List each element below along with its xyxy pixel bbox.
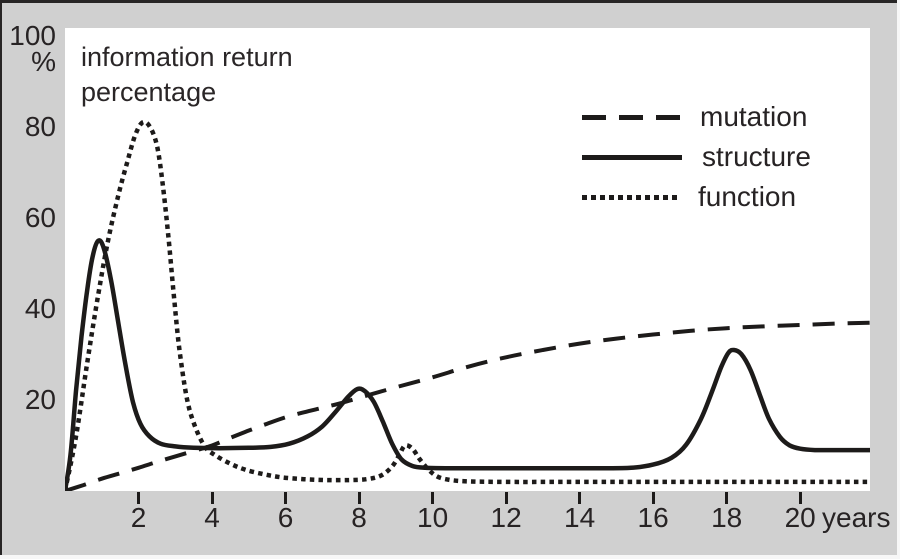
function-line bbox=[65, 119, 870, 491]
legend-label: mutation bbox=[700, 101, 808, 132]
y-tick-label: 20 bbox=[24, 384, 56, 416]
legend-label: function bbox=[698, 181, 797, 212]
y-tick-label: 80 bbox=[24, 111, 56, 143]
x-tick bbox=[651, 492, 655, 504]
frame-edge-bottom bbox=[0, 555, 900, 559]
x-tick-label: 4 bbox=[204, 502, 220, 533]
x-tick bbox=[357, 492, 361, 504]
x-tick-label: 18 bbox=[711, 502, 743, 533]
x-tick bbox=[210, 492, 214, 504]
x-tick-label: 16 bbox=[637, 502, 669, 533]
frame-edge-right bbox=[897, 0, 900, 559]
legend-item-function: function bbox=[582, 177, 811, 217]
chart-title-line1: information return bbox=[81, 42, 293, 72]
legend-label: structure bbox=[702, 141, 811, 172]
plot-area: information return percentage mutation s… bbox=[65, 28, 870, 491]
legend-item-structure: structure bbox=[582, 137, 811, 177]
legend-item-mutation: mutation bbox=[582, 97, 811, 137]
x-tick-label: 10 bbox=[417, 502, 449, 533]
x-tick-label: 2 bbox=[130, 502, 147, 533]
x-tick-label: 20 bbox=[784, 502, 816, 533]
legend: mutation structure function bbox=[582, 97, 811, 217]
x-tick-label: 12 bbox=[490, 502, 522, 533]
x-tick bbox=[725, 492, 729, 504]
frame-edge-top bbox=[0, 0, 900, 3]
y-tick-label: 60 bbox=[24, 202, 56, 234]
y-tick-label: 40 bbox=[24, 293, 56, 325]
chart-title-line2: percentage bbox=[81, 77, 217, 107]
y-tick-label: 100 bbox=[9, 20, 56, 52]
dashed-line-icon bbox=[582, 114, 680, 120]
line-chart bbox=[65, 119, 870, 491]
x-tick-label: 8 bbox=[351, 502, 367, 533]
x-tick bbox=[578, 492, 582, 504]
dotted-line-icon bbox=[582, 194, 678, 200]
x-tick bbox=[431, 492, 435, 504]
x-tick-label: 6 bbox=[277, 502, 294, 533]
x-tick bbox=[137, 492, 141, 504]
x-tick-label: 14 bbox=[564, 502, 596, 533]
structure-line bbox=[65, 238, 870, 491]
x-axis-unit-label: years bbox=[822, 502, 891, 533]
y-axis-unit-label: % bbox=[31, 46, 56, 78]
chart-title: information return percentage bbox=[81, 40, 293, 110]
x-tick bbox=[504, 492, 508, 504]
mutation-line bbox=[65, 320, 870, 491]
frame-edge-left bbox=[0, 0, 2, 559]
solid-line-icon bbox=[582, 154, 682, 160]
x-tick bbox=[284, 492, 288, 504]
x-tick bbox=[798, 492, 802, 504]
